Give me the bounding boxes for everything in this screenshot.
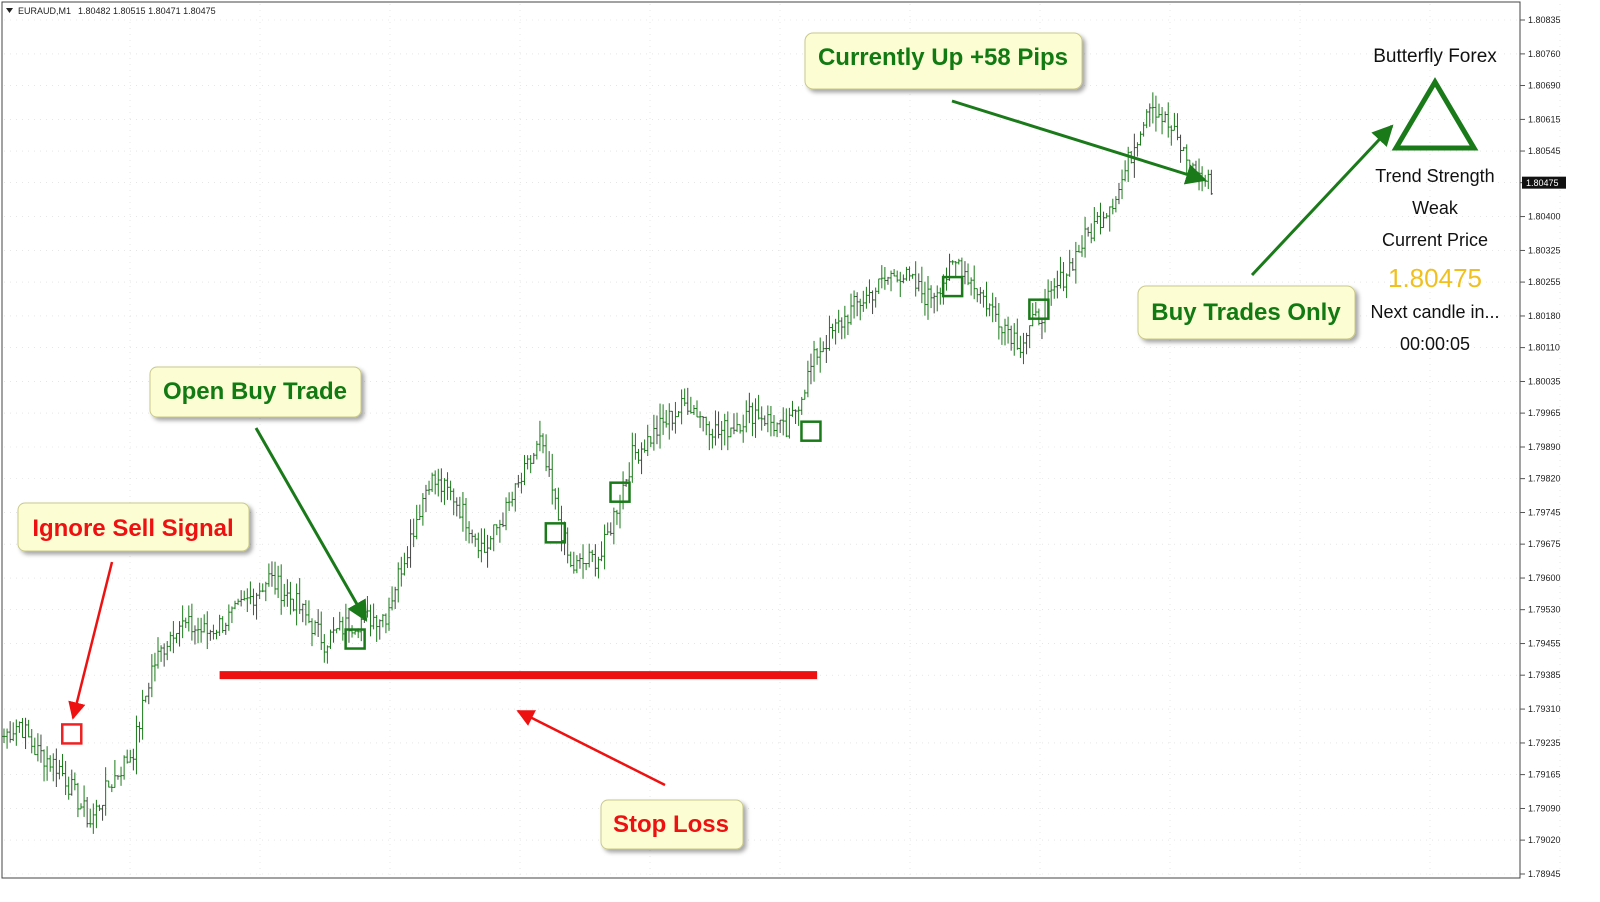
trend-triangle-icon xyxy=(1391,77,1479,151)
axis-tick-label: 1.80545 xyxy=(1528,146,1561,156)
callout-ignore-sell: Ignore Sell Signal xyxy=(17,502,250,552)
open-buy-text: Open Buy Trade xyxy=(163,378,347,405)
ignore-sell-text: Ignore Sell Signal xyxy=(32,515,233,542)
signal-markers xyxy=(61,275,1050,745)
candle-timer: 00:00:05 xyxy=(1400,334,1470,354)
indicator-panel: Butterfly Forex Trend Strength Weak Curr… xyxy=(1370,46,1499,354)
axis-tick-label: 1.79385 xyxy=(1528,670,1561,680)
axis-tick-label: 1.80400 xyxy=(1528,212,1561,222)
trend-strength-label: Trend Strength xyxy=(1375,166,1494,186)
trend-strength-value: Weak xyxy=(1412,198,1459,218)
indicator-title: Butterfly Forex xyxy=(1373,46,1497,67)
buy-signal-marker xyxy=(544,522,567,544)
arrow-to-stop-loss xyxy=(516,709,666,787)
arrow-to-sell-signal xyxy=(68,561,114,720)
callout-box xyxy=(149,366,362,418)
axis-tick-label: 1.80325 xyxy=(1528,245,1561,255)
axis-tick-label: 1.80255 xyxy=(1528,277,1561,287)
axis-tick-label: 1.79600 xyxy=(1528,573,1561,583)
axis-tick-label: 1.80615 xyxy=(1528,114,1561,124)
axis-tick-label: 1.80035 xyxy=(1528,376,1561,386)
annotation-arrows xyxy=(68,99,1394,787)
buy-signal-marker xyxy=(344,628,366,650)
callout-currently-up: Currently Up +58 Pips xyxy=(804,32,1083,90)
axis-tick-label: 1.78945 xyxy=(1528,869,1561,879)
buy-signal-marker xyxy=(800,420,822,442)
axis-tick-label: 1.80180 xyxy=(1528,311,1561,321)
axis-tick-label: 1.80760 xyxy=(1528,49,1561,59)
axis-tick-label: 1.80690 xyxy=(1528,81,1561,91)
next-candle-label: Next candle in... xyxy=(1370,302,1499,322)
axis-tick-label: 1.79020 xyxy=(1528,835,1561,845)
plot-area xyxy=(1,1,1521,879)
callout-buy-only: Buy Trades Only xyxy=(1137,285,1356,340)
current-price-label: Current Price xyxy=(1382,230,1488,250)
buy-only-text: Buy Trades Only xyxy=(1151,299,1341,326)
callout-box xyxy=(804,32,1083,90)
callout-box xyxy=(17,502,250,552)
buy-signal-marker xyxy=(941,275,964,298)
axis-tick-label: 1.79965 xyxy=(1528,408,1561,418)
axis-tick-label: 1.79890 xyxy=(1528,442,1561,452)
currently-up-text: Currently Up +58 Pips xyxy=(818,44,1068,71)
ohlc-values: 1.80482 1.80515 1.80471 1.80475 xyxy=(78,6,216,16)
axis-tick-label: 1.79235 xyxy=(1528,738,1561,748)
callout-box xyxy=(600,799,744,850)
axis-tick-label: 1.80835 xyxy=(1528,15,1561,25)
current-price-value: 1.80475 xyxy=(1388,263,1482,293)
axis-tick-label: 1.79310 xyxy=(1528,704,1561,714)
axis-tick-label: 1.79820 xyxy=(1528,474,1561,484)
callout-box xyxy=(1137,285,1356,340)
dropdown-triangle-icon[interactable] xyxy=(6,8,13,13)
arrow-to-trend-indicator xyxy=(1250,124,1394,277)
buy-signal-marker xyxy=(1028,298,1050,320)
arrow-to-current-price xyxy=(951,99,1208,185)
callout-stop-loss: Stop Loss xyxy=(600,799,744,850)
current-price-tag xyxy=(1522,176,1566,189)
axis-tick-label: 1.79675 xyxy=(1528,539,1561,549)
axis-tick-label: 1.79745 xyxy=(1528,508,1561,518)
arrow-to-buy-signal xyxy=(254,427,368,622)
current-price-tag-label: 1.80475 xyxy=(1526,178,1559,188)
stop-loss-text: Stop Loss xyxy=(613,811,729,838)
callout-open-buy: Open Buy Trade xyxy=(149,366,362,418)
buy-signal-marker xyxy=(609,481,631,503)
sell-signal-marker xyxy=(61,723,83,745)
axis-tick-label: 1.79455 xyxy=(1528,639,1561,649)
price-axis: 1.80835 1.80760 1.80690 1.80615 1.80545 1.804… xyxy=(1520,15,1566,879)
symbol-label: EURAUD,M1 xyxy=(18,6,71,16)
axis-tick-label: 1.79165 xyxy=(1528,770,1561,780)
axis-tick-label: 1.79530 xyxy=(1528,605,1561,615)
axis-tick-label: 1.79090 xyxy=(1528,803,1561,813)
axis-tick-label: 1.80110 xyxy=(1528,343,1560,353)
